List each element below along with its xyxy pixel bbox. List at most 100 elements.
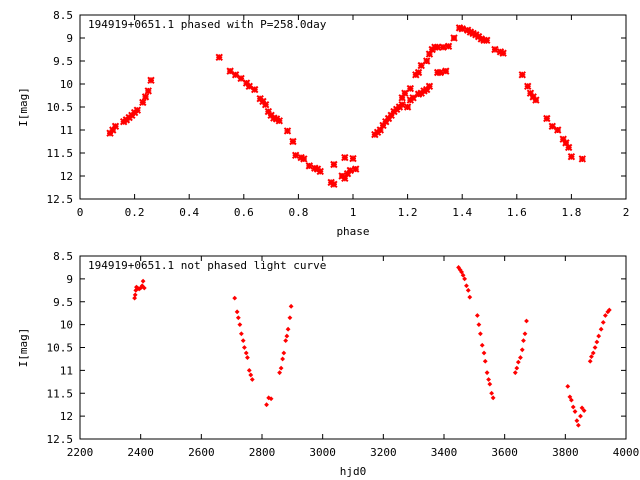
- x-tick-label: 1.2: [398, 206, 418, 219]
- data-point: [284, 333, 290, 339]
- data-point: [521, 338, 526, 344]
- data-point: [487, 381, 493, 387]
- data-point: [606, 307, 612, 313]
- x-tick-label: 2600: [188, 446, 215, 459]
- x-tick-label: 0.2: [125, 206, 145, 219]
- data-point: [479, 342, 485, 348]
- phased-light-curve-plot: 0 0.2 0.4 0.6 0.8 1 1.2 1.4 1.6 1.8 2 8.5 9 9.5 10 10.…: [17, 9, 629, 238]
- x-tick-label: 1.8: [561, 206, 581, 219]
- data-point: [444, 42, 453, 50]
- data-point: [141, 93, 150, 101]
- data-point: [489, 390, 495, 396]
- y-tick-label: 11.5: [47, 387, 74, 400]
- y-tick-label: 9: [66, 32, 73, 45]
- data-point: [240, 338, 246, 344]
- data-point: [352, 165, 360, 173]
- data-point: [575, 422, 581, 428]
- data-point: [234, 309, 240, 315]
- data-point: [280, 356, 286, 362]
- data-point: [232, 295, 238, 301]
- x-tick-label: 1.4: [452, 206, 472, 219]
- data-point: [464, 283, 469, 289]
- data-point: [242, 345, 247, 350]
- data-point: [278, 365, 284, 371]
- x-tick-label: 1.6: [507, 206, 527, 219]
- data-point: [543, 114, 551, 123]
- data-point: [401, 89, 409, 97]
- data-point: [460, 272, 466, 278]
- x-tick-labels: 0 0.2 0.4 0.6 0.8 1 1.2 1.4 1.6 1.8 2: [77, 206, 630, 219]
- data-point: [140, 278, 146, 284]
- y-tick-label: 12: [60, 410, 73, 423]
- x-tick-label: 2400: [127, 446, 154, 459]
- axis-ticks: [79, 255, 627, 440]
- data-points: [132, 265, 612, 428]
- x-tick-label: 0.8: [288, 206, 308, 219]
- data-point: [574, 418, 580, 424]
- data-point: [486, 377, 491, 382]
- axis-ticks: [79, 14, 627, 200]
- data-point: [442, 67, 450, 75]
- data-point: [512, 370, 518, 376]
- data-point: [132, 292, 138, 298]
- data-point: [291, 151, 300, 160]
- y-tick-label: 10.5: [47, 101, 74, 114]
- x-tick-label: 2800: [249, 446, 276, 459]
- y-tick-label: 9.5: [53, 296, 73, 309]
- data-point: [483, 36, 491, 45]
- data-point: [285, 326, 291, 332]
- x-tick-label: 2200: [67, 446, 94, 459]
- data-point: [592, 345, 598, 350]
- y-tick-label: 12.5: [47, 193, 74, 206]
- y-tick-labels: 8.5 9 9.5 10 10.5 11 11.5 12 12.5: [47, 9, 74, 206]
- data-point: [132, 295, 137, 301]
- data-point: [287, 315, 293, 321]
- data-point: [288, 303, 294, 309]
- data-point: [237, 322, 243, 328]
- data-point: [518, 355, 523, 360]
- data-point: [532, 96, 540, 104]
- y-tick-label: 10: [60, 319, 73, 332]
- data-point: [439, 43, 447, 51]
- x-tick-label: 3200: [370, 446, 397, 459]
- data-point: [481, 350, 487, 356]
- data-point: [139, 98, 147, 107]
- y-tick-label: 9.5: [53, 55, 73, 68]
- data-point: [289, 137, 297, 146]
- x-tick-label: 0.4: [179, 206, 199, 219]
- data-point: [425, 82, 434, 91]
- data-point: [465, 287, 471, 293]
- data-point: [417, 61, 425, 70]
- data-point: [409, 94, 417, 102]
- data-point: [515, 359, 521, 365]
- x-tick-label: 3800: [552, 446, 579, 459]
- data-point: [283, 338, 289, 344]
- data-point: [330, 160, 338, 169]
- data-point: [482, 358, 488, 364]
- data-point: [514, 365, 520, 371]
- data-point: [238, 331, 244, 337]
- data-point: [245, 82, 253, 91]
- x-tick-label: 3600: [491, 446, 518, 459]
- data-point: [484, 370, 490, 376]
- data-point: [554, 126, 562, 134]
- data-point: [596, 333, 602, 339]
- x-tick-label: 3000: [309, 446, 336, 459]
- x-tick-label: 0: [77, 206, 84, 219]
- data-point: [246, 367, 252, 373]
- data-point: [141, 285, 147, 291]
- data-point: [589, 354, 594, 360]
- data-point: [403, 103, 412, 111]
- data-point: [249, 377, 255, 382]
- data-point: [248, 372, 254, 378]
- data-point: [602, 313, 608, 318]
- data-point: [341, 153, 349, 162]
- data-point: [598, 326, 604, 332]
- data-point: [581, 408, 587, 414]
- y-tick-label: 11: [60, 124, 73, 137]
- data-point: [406, 84, 415, 93]
- data-point: [478, 331, 483, 337]
- plot-frame: [79, 255, 627, 440]
- data-point: [524, 318, 529, 324]
- data-point: [243, 350, 249, 356]
